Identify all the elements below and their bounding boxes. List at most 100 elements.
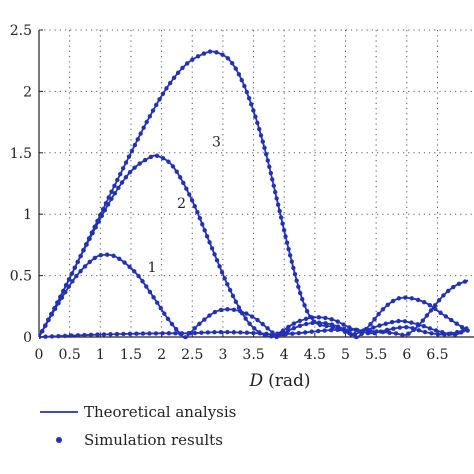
simulation-point xyxy=(270,177,275,182)
simulation-point xyxy=(132,269,137,274)
simulation-point xyxy=(173,326,179,332)
simulation-point xyxy=(286,324,291,330)
theoretical-line xyxy=(39,50,469,339)
simulation-point xyxy=(150,108,156,113)
simulation-point xyxy=(166,331,172,336)
simulation-point xyxy=(225,307,230,312)
simulation-point xyxy=(348,327,353,332)
x-tick-label: 0 xyxy=(35,347,44,363)
simulation-point xyxy=(420,318,426,323)
simulation-point xyxy=(170,164,176,169)
simulation-point xyxy=(396,296,402,301)
legend-label-simulation: Simulation results xyxy=(84,431,223,449)
simulation-point xyxy=(402,319,408,324)
simulation-point xyxy=(233,66,238,71)
simulation-point xyxy=(231,330,237,335)
simulation-point xyxy=(312,319,317,325)
simulation-point xyxy=(348,332,354,337)
simulation-point xyxy=(280,221,285,226)
simulation-point xyxy=(385,302,390,308)
simulation-point xyxy=(244,89,250,95)
simulation-point xyxy=(174,169,179,174)
simulation-point xyxy=(257,126,262,132)
legend-label-theoretical: Theoretical analysis xyxy=(84,403,236,421)
simulation-point xyxy=(277,332,282,337)
simulation-point xyxy=(118,171,123,177)
curve-label-1: 1 xyxy=(148,260,157,276)
simulation-point xyxy=(229,61,235,66)
simulation-point xyxy=(374,329,379,334)
simulation-point xyxy=(465,328,470,333)
simulation-point xyxy=(367,328,373,334)
simulation-point xyxy=(162,311,167,316)
simulation-point xyxy=(427,326,433,331)
simulation-point xyxy=(225,329,230,335)
simulation-point xyxy=(115,177,120,183)
simulation-point xyxy=(459,325,465,330)
simulation-point xyxy=(449,317,454,323)
simulation-point xyxy=(181,180,186,186)
simulation-point xyxy=(147,331,152,336)
simulation-point xyxy=(359,331,364,336)
simulation-point xyxy=(147,114,153,119)
simulation-point xyxy=(100,206,106,212)
simulation-point xyxy=(442,332,447,337)
series-3 xyxy=(39,49,470,339)
simulation-point xyxy=(264,331,269,337)
simulation-point xyxy=(322,328,327,333)
simulation-point xyxy=(202,317,207,322)
simulation-point xyxy=(249,102,254,107)
simulation-point xyxy=(433,328,439,333)
simulation-point xyxy=(409,296,414,301)
simulation-point xyxy=(89,230,95,235)
simulation-point xyxy=(296,330,301,336)
simulation-point xyxy=(212,252,217,257)
simulation-point xyxy=(371,325,376,330)
y-tick-label: 2.5 xyxy=(10,23,32,39)
simulation-point xyxy=(95,332,100,337)
simulation-point xyxy=(46,317,51,323)
y-tick-label: 1.5 xyxy=(10,146,32,162)
simulation-point xyxy=(429,331,434,336)
simulation-point xyxy=(406,331,411,336)
simulation-point xyxy=(164,86,169,91)
simulation-point xyxy=(428,308,434,313)
simulation-point xyxy=(121,331,126,337)
simulation-point xyxy=(204,234,210,239)
simulation-point xyxy=(238,330,243,335)
simulation-point xyxy=(244,311,249,316)
simulation-point xyxy=(409,320,414,325)
simulation-point xyxy=(243,316,248,321)
simulation-point xyxy=(119,180,125,185)
x-tick-label: 1 xyxy=(96,347,105,363)
simulation-point xyxy=(187,192,192,197)
simulation-point xyxy=(247,321,252,326)
simulation-point xyxy=(214,50,219,55)
x-axis-variable: D xyxy=(248,371,263,391)
simulation-point xyxy=(277,208,282,214)
simulation-point xyxy=(183,335,188,339)
simulation-point xyxy=(287,253,293,258)
simulation-point xyxy=(166,159,171,164)
simulation-point xyxy=(316,315,322,320)
simulation-point xyxy=(117,256,122,261)
simulation-point xyxy=(219,270,225,275)
x-axis-title: D (rad) xyxy=(248,371,310,391)
simulation-point xyxy=(267,164,272,169)
simulation-point xyxy=(192,326,197,331)
simulation-point xyxy=(114,331,120,337)
simulation-point xyxy=(230,293,236,299)
simulation-point xyxy=(43,334,48,339)
simulation-point xyxy=(92,255,98,261)
simulation-point xyxy=(303,316,309,322)
chart-curve-labels: 1 2 3 xyxy=(148,135,221,276)
simulation-point xyxy=(155,300,160,305)
simulation-point xyxy=(253,114,258,119)
simulation-point xyxy=(82,332,87,338)
simulation-point xyxy=(180,65,185,71)
simulation-point xyxy=(222,276,227,281)
x-tick-label: 3 xyxy=(218,347,227,363)
simulation-point xyxy=(297,318,303,324)
simulation-point xyxy=(403,295,408,300)
simulation-point xyxy=(106,195,111,200)
